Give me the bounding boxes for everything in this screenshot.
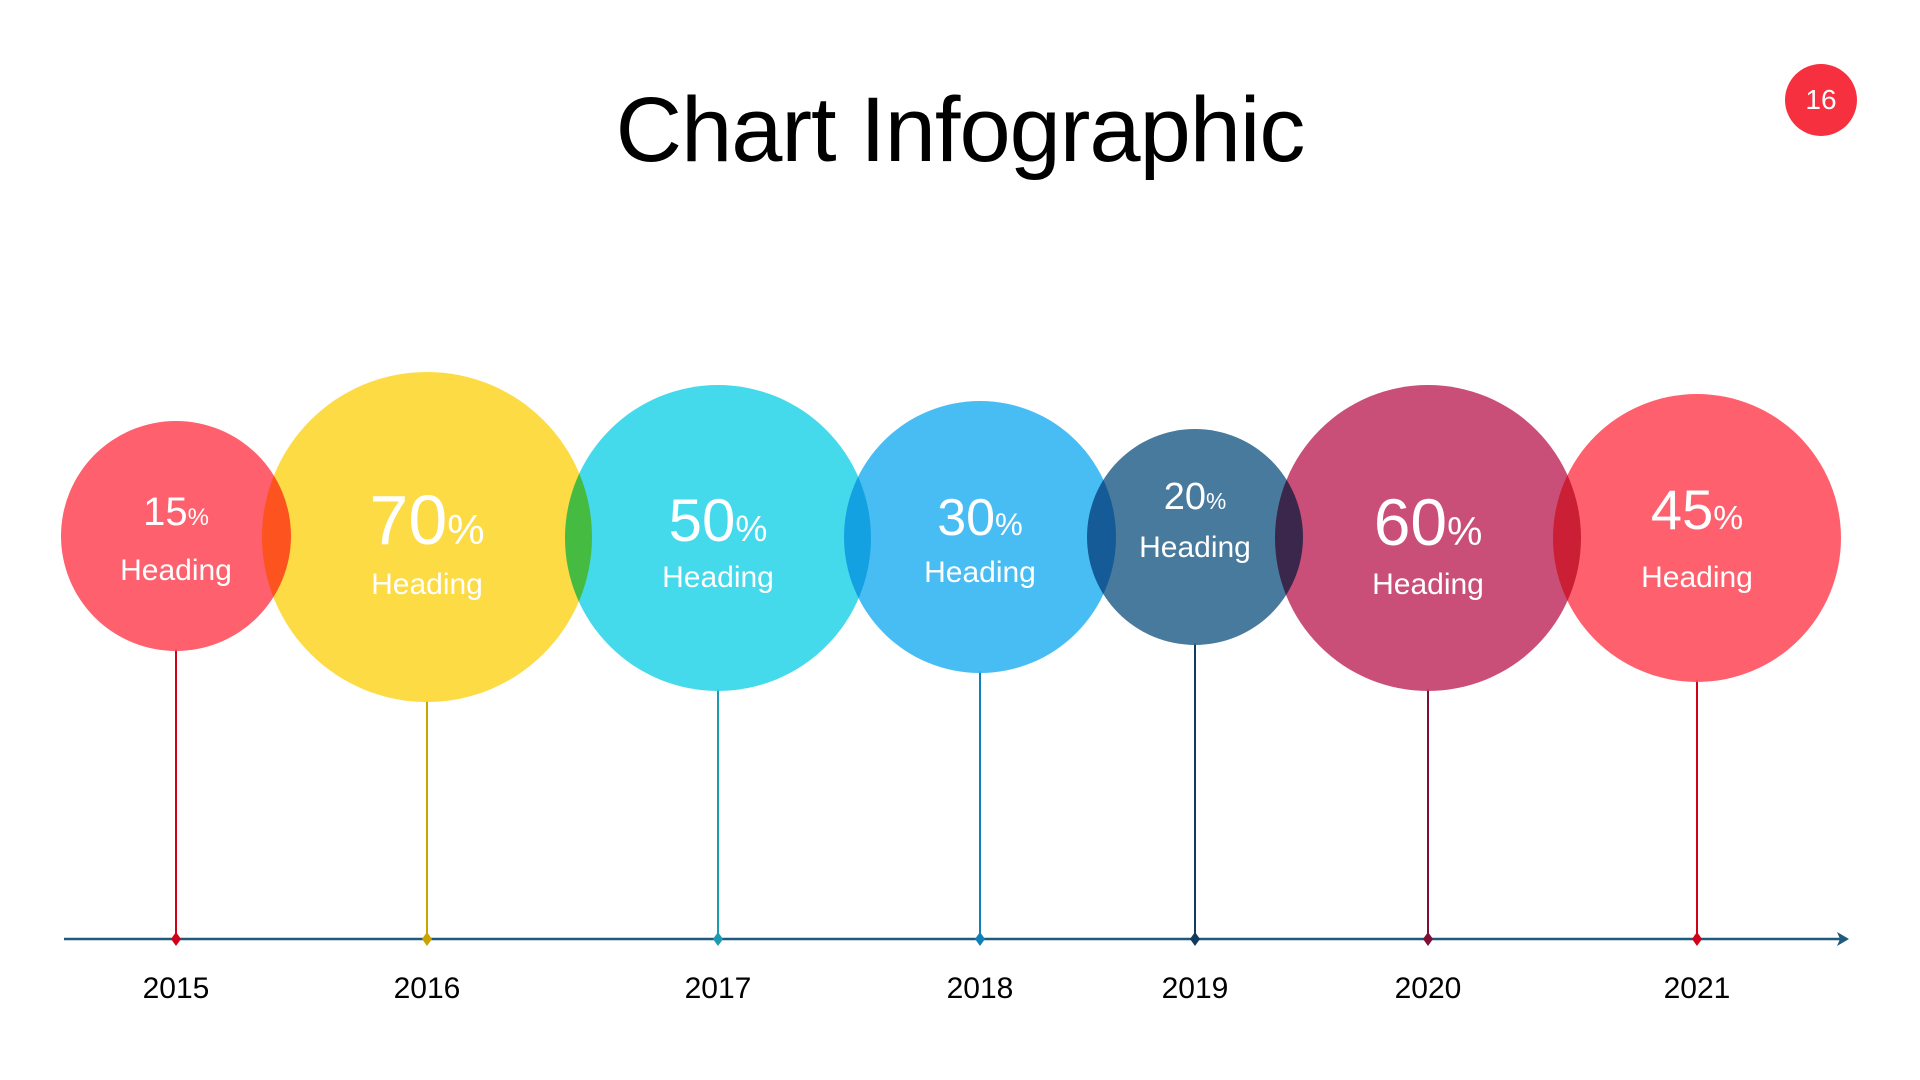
- value-number: 15: [143, 490, 188, 534]
- bubble-2015: [61, 421, 291, 651]
- bubble-value-2018: 30%: [937, 492, 1023, 544]
- year-label-2016: 2016: [393, 972, 461, 1005]
- bubble-2021: [1553, 394, 1841, 682]
- value-number: 60: [1373, 485, 1448, 559]
- percent-sign: %: [995, 507, 1023, 542]
- bubble-value-2021: 45%: [1651, 482, 1743, 538]
- value-number: 20: [1163, 476, 1206, 518]
- axis-marker-diamond-icon: [1423, 932, 1433, 946]
- axis-marker-diamond-icon: [975, 932, 985, 946]
- value-number: 45: [1650, 478, 1714, 541]
- value-number: 30: [937, 489, 996, 547]
- bubble-heading-2015: Heading: [120, 554, 232, 587]
- axis-marker-diamond-icon: [171, 932, 181, 946]
- bubble-2020: [1275, 385, 1581, 691]
- value-number: 70: [369, 481, 448, 559]
- axis-marker-diamond-icon: [422, 932, 432, 946]
- year-label-2021: 2021: [1663, 972, 1731, 1005]
- year-label-2015: 2015: [142, 972, 210, 1005]
- percent-sign: %: [735, 508, 768, 549]
- slide-title: Chart Infographic: [615, 79, 1306, 181]
- percent-sign: %: [187, 504, 209, 531]
- axis-marker-diamond-icon: [1692, 932, 1702, 946]
- bubble-heading-2019: Heading: [1139, 531, 1251, 564]
- bubble-heading-2017: Heading: [662, 561, 774, 594]
- axis-arrow-icon: [1837, 932, 1849, 946]
- value-number: 50: [668, 487, 736, 554]
- percent-sign: %: [1447, 510, 1483, 554]
- axis-marker-diamond-icon: [713, 932, 723, 946]
- bubble-value-2015: 15%: [143, 492, 209, 532]
- year-label-2019: 2019: [1161, 972, 1229, 1005]
- year-label-2017: 2017: [684, 972, 752, 1005]
- year-label-2020: 2020: [1394, 972, 1462, 1005]
- bubble-heading-2021: Heading: [1641, 561, 1753, 594]
- bubble-heading-2016: Heading: [371, 568, 483, 601]
- bubbles-group: [61, 372, 1841, 702]
- bubble-value-2020: 60%: [1374, 489, 1483, 555]
- bubble-value-2017: 50%: [669, 491, 768, 551]
- page-number-badge: 16: [1785, 64, 1857, 136]
- bubble-heading-2020: Heading: [1372, 568, 1484, 601]
- bubble-2016: [262, 372, 592, 702]
- bubble-value-2019: 20%: [1164, 478, 1227, 516]
- bubble-2019: [1087, 429, 1303, 645]
- axis-marker-diamond-icon: [1190, 932, 1200, 946]
- percent-sign: %: [447, 506, 485, 553]
- percent-sign: %: [1206, 488, 1227, 514]
- percent-sign: %: [1713, 500, 1744, 537]
- bubble-value-2016: 70%: [369, 485, 484, 555]
- bubble-2017: [565, 385, 871, 691]
- bubble-heading-2018: Heading: [924, 556, 1036, 589]
- bubble-2018: [844, 401, 1116, 673]
- year-label-2018: 2018: [946, 972, 1014, 1005]
